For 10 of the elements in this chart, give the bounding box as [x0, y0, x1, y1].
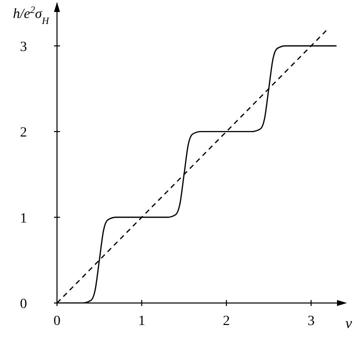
x-tick-label: 2 — [222, 314, 230, 329]
y-tick-label: 2 — [20, 126, 27, 141]
y-tick-label: 3 — [20, 40, 27, 55]
x-tick-label: 3 — [308, 314, 315, 329]
x-tick-label: 0 — [54, 314, 60, 329]
x-tick-label: 1 — [138, 314, 146, 329]
y-axis-title: h/e$^{2}$σ$_{H}$ — [13, 4, 50, 26]
y-tick-label: 1 — [20, 211, 27, 226]
x-axis-title: ν — [345, 316, 352, 332]
y-tick-label: 0 — [20, 296, 27, 312]
